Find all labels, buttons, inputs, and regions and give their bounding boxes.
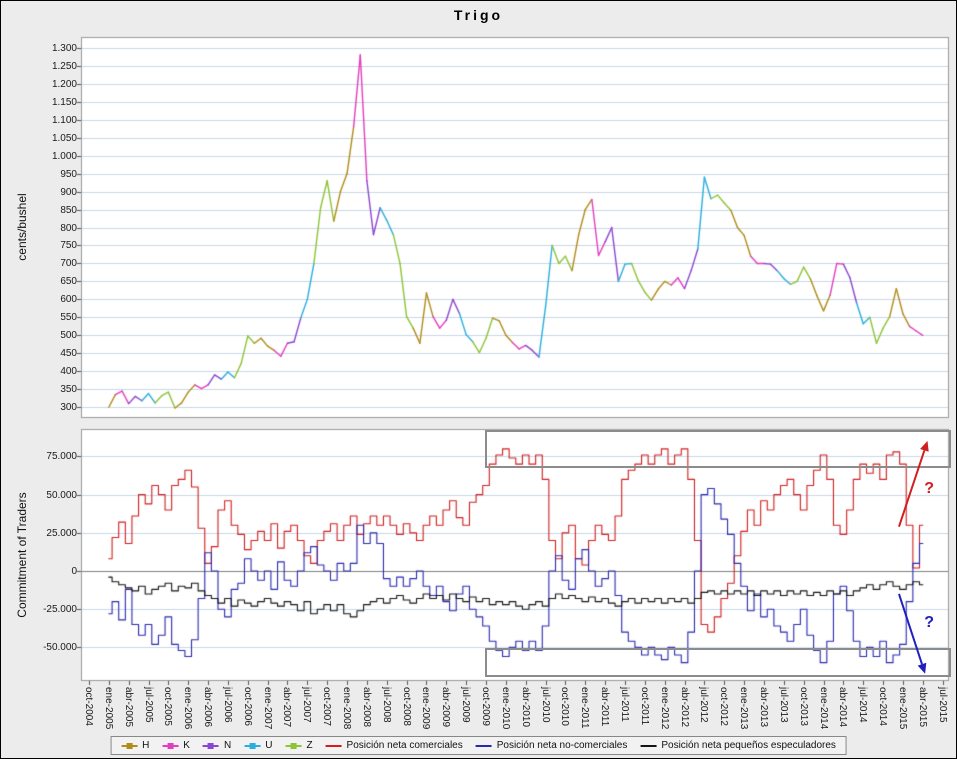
legend-item: U — [244, 740, 272, 751]
y-axis-label-price: cents/bushel — [15, 193, 29, 261]
legend-item: Posición neta no-comerciales — [475, 740, 628, 751]
legend-line-marker-icon — [475, 744, 492, 747]
legend-square-marker-icon — [207, 742, 214, 749]
legend-item-label: Z — [306, 740, 313, 751]
legend-item-label: Posición neta pequeños especuladores — [661, 740, 836, 751]
y-axis-label-cot: Commitment of Traders — [15, 492, 29, 618]
legend-square-marker-icon — [290, 742, 297, 749]
legend-line-marker-icon — [285, 742, 302, 749]
question-mark-down: ? — [924, 613, 935, 631]
legend-square-marker-icon — [167, 742, 174, 749]
legend-item-label: U — [265, 740, 273, 751]
legend-line-marker-icon — [202, 742, 219, 749]
chart-title: Trigo — [453, 7, 504, 23]
question-mark-up: ? — [924, 479, 935, 497]
highlight-box-commercial-extremes — [485, 429, 952, 469]
legend-item: Posición neta pequeños especuladores — [640, 740, 836, 751]
legend-line-marker-icon — [121, 742, 138, 749]
legend-square-marker-icon — [249, 742, 256, 749]
legend-item: Posición neta comerciales — [325, 740, 463, 751]
legend-item-label: H — [142, 740, 150, 751]
legend-item-label: Posición neta no-comerciales — [496, 740, 628, 751]
legend-item: K — [162, 740, 190, 751]
legend-item-label: N — [223, 740, 232, 751]
legend-line-marker-icon — [325, 744, 342, 747]
legend-item: H — [121, 740, 149, 751]
legend-item: N — [202, 740, 232, 751]
legend: H K N U Z Posición neta comerciales Posición n… — [110, 736, 847, 755]
legend-line-marker-icon — [640, 744, 657, 747]
highlight-box-noncommercial-extremes — [485, 648, 952, 678]
legend-square-marker-icon — [126, 742, 133, 749]
legend-item-label: Posición neta comerciales — [346, 740, 463, 751]
legend-line-marker-icon — [162, 742, 179, 749]
legend-item-label: K — [183, 740, 190, 751]
legend-line-marker-icon — [244, 742, 261, 749]
legend-item: Z — [285, 740, 313, 751]
